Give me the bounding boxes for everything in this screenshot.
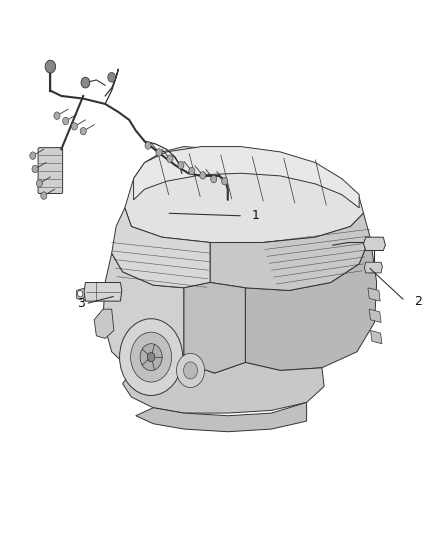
Circle shape [177, 353, 205, 387]
Circle shape [63, 117, 69, 125]
Circle shape [131, 332, 172, 382]
Circle shape [41, 192, 47, 199]
Polygon shape [136, 402, 307, 432]
Circle shape [45, 60, 56, 73]
Polygon shape [123, 362, 324, 413]
Polygon shape [184, 282, 245, 373]
Polygon shape [134, 147, 359, 208]
Circle shape [71, 123, 78, 130]
Circle shape [211, 175, 217, 183]
Circle shape [156, 149, 162, 156]
Circle shape [140, 344, 162, 370]
Circle shape [120, 319, 183, 395]
Circle shape [78, 290, 83, 297]
Polygon shape [103, 253, 184, 373]
Circle shape [222, 177, 228, 185]
Circle shape [167, 155, 173, 163]
Text: 2: 2 [414, 295, 422, 308]
Circle shape [80, 127, 86, 135]
Polygon shape [94, 309, 114, 338]
Polygon shape [112, 208, 210, 288]
Circle shape [32, 165, 38, 173]
Circle shape [36, 180, 42, 187]
Circle shape [200, 172, 206, 179]
Circle shape [54, 112, 60, 119]
Polygon shape [84, 282, 122, 301]
Polygon shape [245, 237, 377, 370]
Text: 3: 3 [77, 297, 85, 310]
Polygon shape [371, 330, 382, 344]
Circle shape [30, 152, 36, 159]
Circle shape [145, 142, 151, 149]
Polygon shape [368, 288, 380, 301]
Polygon shape [125, 147, 364, 243]
Circle shape [108, 72, 116, 82]
Polygon shape [77, 288, 85, 300]
Polygon shape [364, 237, 385, 251]
Circle shape [147, 352, 155, 362]
Polygon shape [369, 309, 381, 322]
Circle shape [189, 167, 195, 175]
Text: 1: 1 [252, 209, 260, 222]
Circle shape [184, 362, 198, 379]
Circle shape [178, 161, 184, 169]
FancyBboxPatch shape [38, 148, 63, 193]
Polygon shape [210, 213, 370, 290]
Polygon shape [364, 262, 382, 273]
Circle shape [81, 77, 90, 88]
